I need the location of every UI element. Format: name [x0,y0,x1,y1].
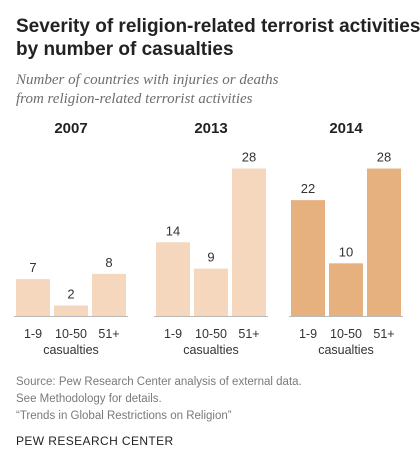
axis-unit-label: casualties [318,343,374,357]
value-label: 8 [105,255,112,270]
bar-2013-51+ [232,168,266,316]
bar-2007-51+ [92,273,126,316]
bar-2014-51+ [367,168,401,316]
value-label: 28 [377,150,391,165]
category-label: 1-9 [164,327,182,341]
brand-label: PEW RESEARCH CENTER [16,434,174,448]
source-line-2: See Methodology for details. [16,393,162,405]
category-label: 51+ [373,327,394,341]
chart-title-line-1: Severity of religion-related terrorist a… [16,16,420,37]
panel-title-2: 2014 [329,120,363,137]
source-line-1: Source: Pew Research Center analysis of … [16,376,302,388]
chart-title-line-2: by number of casualties [16,39,234,60]
bar-2007-10-50 [54,305,88,316]
bar-2014-1-9 [291,200,325,316]
panel-title-0: 2007 [54,120,87,137]
bar-2014-10-50 [329,263,363,316]
value-label: 2 [67,286,74,301]
source-line-3: “Trends in Global Restrictions on Religi… [16,410,232,422]
category-label: 10-50 [195,327,227,341]
category-label: 1-9 [24,327,42,341]
value-label: 14 [166,223,180,238]
value-label: 7 [29,260,36,275]
value-label: 28 [242,150,256,165]
bar-2007-1-9 [16,279,50,316]
panel-title-1: 2013 [194,120,227,137]
category-label: 10-50 [330,327,362,341]
value-label: 22 [301,181,315,196]
chart-subtitle-line-1: Number of countries with injuries or dea… [15,72,279,88]
chart-panels: 2007 7 1-9 2 10-50 8 51+ casualties 2013 14 1-9 9 10… [14,120,403,357]
category-label: 10-50 [55,327,87,341]
bar-2013-10-50 [194,268,228,316]
bar-2013-1-9 [156,242,190,316]
value-label: 9 [207,250,214,265]
category-label: 51+ [238,327,259,341]
chart-subtitle-line-2: from religion-related terrorist activiti… [16,91,253,107]
value-label: 10 [339,244,353,259]
axis-unit-label: casualties [43,343,99,357]
axis-unit-label: casualties [183,343,239,357]
category-label: 51+ [98,327,119,341]
category-label: 1-9 [299,327,317,341]
